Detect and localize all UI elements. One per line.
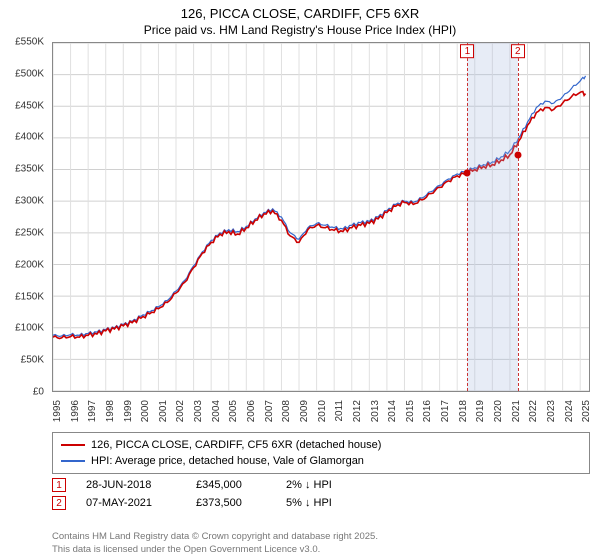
x-tick-label: 1999 (123, 400, 134, 422)
x-tick-label: 2021 (511, 400, 522, 422)
x-tick-label: 2002 (175, 400, 186, 422)
y-tick-label: £350K (15, 164, 44, 175)
y-tick-label: £0 (33, 387, 44, 398)
x-tick-label: 2008 (281, 400, 292, 422)
legend-label: HPI: Average price, detached house, Vale… (91, 455, 364, 467)
x-tick-label: 2019 (475, 400, 486, 422)
y-tick-label: £200K (15, 259, 44, 270)
x-tick-label: 2024 (564, 400, 575, 422)
x-tick-label: 2001 (158, 400, 169, 422)
y-axis-labels: £0£50K£100K£150K£200K£250K£300K£350K£400… (0, 42, 48, 392)
legend-label: 126, PICCA CLOSE, CARDIFF, CF5 6XR (deta… (91, 439, 381, 451)
legend-swatch (61, 460, 85, 462)
sale-row-diff: 2% ↓ HPI (286, 479, 386, 491)
x-tick-label: 2000 (140, 400, 151, 422)
sale-marker-label: 2 (511, 44, 525, 58)
x-tick-label: 2014 (387, 400, 398, 422)
x-tick-label: 2025 (581, 400, 592, 422)
chart-plot-area: 12 (52, 42, 590, 392)
sale-row-marker: 1 (52, 478, 66, 492)
y-tick-label: £300K (15, 196, 44, 207)
y-tick-label: £100K (15, 323, 44, 334)
sale-row-date: 28-JUN-2018 (86, 479, 176, 491)
x-tick-label: 2022 (528, 400, 539, 422)
sale-vline (467, 43, 468, 391)
sale-marker-label: 1 (460, 44, 474, 58)
x-tick-label: 1997 (87, 400, 98, 422)
y-tick-label: £150K (15, 291, 44, 302)
x-tick-label: 2009 (299, 400, 310, 422)
legend: 126, PICCA CLOSE, CARDIFF, CF5 6XR (deta… (52, 432, 590, 474)
y-tick-label: £550K (15, 37, 44, 48)
y-tick-label: £250K (15, 227, 44, 238)
sale-vline (518, 43, 519, 391)
sale-row-date: 07-MAY-2021 (86, 497, 176, 509)
x-tick-label: 1996 (70, 400, 81, 422)
sale-row: 1 28-JUN-2018 £345,000 2% ↓ HPI (52, 476, 590, 494)
chart-title: 126, PICCA CLOSE, CARDIFF, CF5 6XR (0, 0, 600, 21)
x-axis-labels: 1995 1996 1997 1998 1999 2000 2001 2002 2003 2004… (52, 396, 590, 434)
x-tick-label: 1995 (52, 400, 63, 422)
sale-row-marker: 2 (52, 496, 66, 510)
x-tick-label: 2015 (405, 400, 416, 422)
sale-period-band (467, 43, 517, 391)
sale-row-diff: 5% ↓ HPI (286, 497, 386, 509)
chart-subtitle: Price paid vs. HM Land Registry's House … (0, 21, 600, 41)
y-tick-label: £450K (15, 100, 44, 111)
legend-swatch (61, 444, 85, 446)
y-tick-label: £50K (21, 355, 44, 366)
sale-row-price: £373,500 (196, 497, 266, 509)
x-tick-label: 2017 (440, 400, 451, 422)
x-tick-label: 2011 (334, 400, 345, 422)
x-tick-label: 2012 (352, 400, 363, 422)
sale-point-dot (464, 170, 471, 177)
x-tick-label: 2020 (493, 400, 504, 422)
y-tick-label: £500K (15, 68, 44, 79)
x-tick-label: 1998 (105, 400, 116, 422)
sales-table: 1 28-JUN-2018 £345,000 2% ↓ HPI 2 07-MAY-2021… (52, 476, 590, 512)
footer: Contains HM Land Registry data © Crown c… (52, 531, 590, 556)
sale-row-price: £345,000 (196, 479, 266, 491)
footer-line1: Contains HM Land Registry data © Crown c… (52, 531, 590, 543)
legend-item: 126, PICCA CLOSE, CARDIFF, CF5 6XR (deta… (61, 437, 581, 453)
sale-row: 2 07-MAY-2021 £373,500 5% ↓ HPI (52, 494, 590, 512)
x-tick-label: 2003 (193, 400, 204, 422)
x-tick-label: 2005 (228, 400, 239, 422)
x-tick-label: 2006 (246, 400, 257, 422)
x-tick-label: 2007 (264, 400, 275, 422)
y-tick-label: £400K (15, 132, 44, 143)
x-tick-label: 2018 (458, 400, 469, 422)
x-tick-label: 2010 (317, 400, 328, 422)
legend-item: HPI: Average price, detached house, Vale… (61, 453, 581, 469)
x-tick-label: 2004 (211, 400, 222, 422)
x-tick-label: 2016 (422, 400, 433, 422)
footer-line2: This data is licensed under the Open Gov… (52, 544, 590, 556)
x-tick-label: 2023 (546, 400, 557, 422)
x-tick-label: 2013 (370, 400, 381, 422)
sale-point-dot (514, 152, 521, 159)
